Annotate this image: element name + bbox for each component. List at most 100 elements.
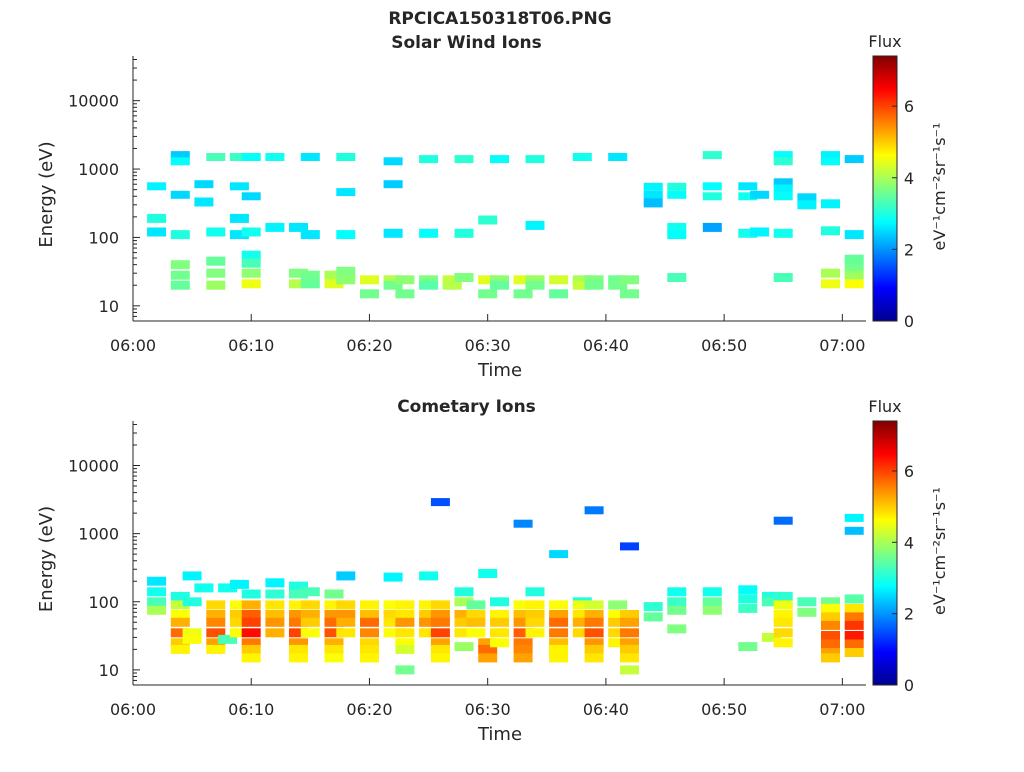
heatmap-cell (170, 617, 190, 627)
heatmap-cell (584, 638, 604, 648)
heatmap-cell (525, 220, 545, 230)
heatmap-cell (608, 280, 628, 290)
x-tick-label: 06:10 (228, 700, 274, 719)
heatmap-cell (608, 275, 628, 285)
heatmap-cell (430, 600, 450, 610)
heatmap-cell (513, 617, 533, 627)
colorbar-tick-label: 4 (904, 533, 914, 552)
heatmap-cell (821, 612, 840, 622)
heatmap-cell (336, 617, 356, 627)
heatmap-cell (667, 182, 687, 191)
heatmap-cell (490, 597, 509, 607)
heatmap-cell (454, 610, 474, 619)
heatmap-cell (300, 270, 320, 280)
heatmap-cell (620, 542, 639, 551)
x-tick-label: 07:00 (819, 336, 865, 355)
heatmap-cell (383, 572, 403, 582)
heatmap-cell (265, 222, 285, 232)
heatmap-cell (395, 600, 415, 610)
heatmap-cell (336, 600, 356, 610)
heatmap-cell (147, 182, 167, 191)
heatmap-cell (336, 610, 356, 619)
heatmap-cell (738, 594, 758, 604)
x-axis-label: Time (477, 724, 522, 745)
heatmap-cell (300, 617, 320, 627)
heatmap-cell (844, 603, 864, 613)
heatmap-cell (229, 579, 249, 589)
heatmap-cell (478, 638, 498, 648)
heatmap-cell (454, 597, 474, 607)
heatmap-cell (419, 600, 439, 610)
heatmap-cell (170, 270, 190, 280)
heatmap-cell (478, 215, 498, 225)
heatmap-cell (241, 644, 261, 654)
heatmap-cell (170, 644, 190, 654)
heatmap-cell (466, 600, 486, 610)
colorbar-tick-label: 6 (904, 97, 914, 116)
heatmap-cell (844, 279, 864, 289)
heatmap-cell (395, 289, 415, 299)
heatmap-cell (513, 519, 533, 528)
heatmap-cell (844, 594, 864, 604)
heatmap-cell (300, 230, 320, 240)
heatmap-cell (289, 279, 308, 289)
heatmap-cell (229, 610, 249, 619)
heatmap-cell (702, 222, 722, 232)
heatmap-cell (797, 597, 817, 607)
heatmap-cell (821, 157, 840, 166)
x-tick-label: 06:10 (228, 336, 274, 355)
y-tick-label: 10 (99, 297, 119, 316)
colorbar-gradient (872, 55, 898, 322)
heatmap-cell (241, 250, 261, 260)
heatmap-cell (821, 226, 840, 236)
heatmap-cell (549, 289, 569, 299)
colorbar-tick-label: 2 (904, 240, 914, 259)
heatmap-cell (336, 266, 356, 276)
heatmap-cell (241, 192, 261, 201)
heatmap-cell (750, 227, 770, 237)
heatmap-cell (324, 270, 344, 280)
heatmap-cell (395, 665, 415, 675)
heatmap-cell (383, 280, 403, 290)
heatmap-cell (454, 642, 474, 652)
heatmap-cell (229, 182, 249, 191)
heatmap-cell (206, 638, 226, 648)
heatmap-cell (643, 602, 663, 612)
y-tick-label: 10000 (68, 457, 119, 476)
heatmap-cell (549, 628, 569, 638)
heatmap-cell (490, 617, 509, 627)
heatmap-cell (289, 638, 308, 648)
heatmap-cell (797, 200, 817, 210)
heatmap-cell (466, 617, 486, 627)
heatmap-cell (454, 155, 474, 164)
heatmap-cell (241, 617, 261, 627)
heatmap-cell (289, 653, 308, 663)
heatmap-cell (265, 628, 285, 638)
heatmap-cell (241, 268, 261, 278)
heatmap-cell (643, 190, 663, 199)
heatmap-cell (773, 617, 793, 627)
heatmap-cell (773, 273, 793, 282)
heatmap-cell (300, 153, 320, 161)
heatmap-cell (620, 275, 639, 285)
heatmap-cell (513, 600, 533, 610)
heatmap-cell (324, 600, 344, 610)
heatmap-cell (206, 600, 226, 610)
heatmap-cell (773, 628, 793, 638)
heatmap-cell (241, 279, 261, 289)
heatmap-cell (147, 605, 167, 615)
heatmap-cell (395, 617, 415, 627)
heatmap-cell (525, 587, 545, 597)
heatmap-cell (170, 230, 190, 240)
heatmap-cell (419, 628, 439, 638)
heatmap-cell (430, 644, 450, 654)
heatmap-cell (265, 578, 285, 588)
heatmap-cell (572, 610, 592, 619)
heatmap-cell (324, 644, 344, 654)
heatmap-cell (821, 653, 840, 663)
heatmap-cell (289, 222, 308, 232)
panel-1: Solar Wind Ions 10 100 1000 10000 06:00 06:10 0… (36, 32, 949, 381)
heatmap-cell (478, 569, 498, 578)
heatmap-cell (608, 617, 628, 627)
heatmap-cell (797, 193, 817, 203)
